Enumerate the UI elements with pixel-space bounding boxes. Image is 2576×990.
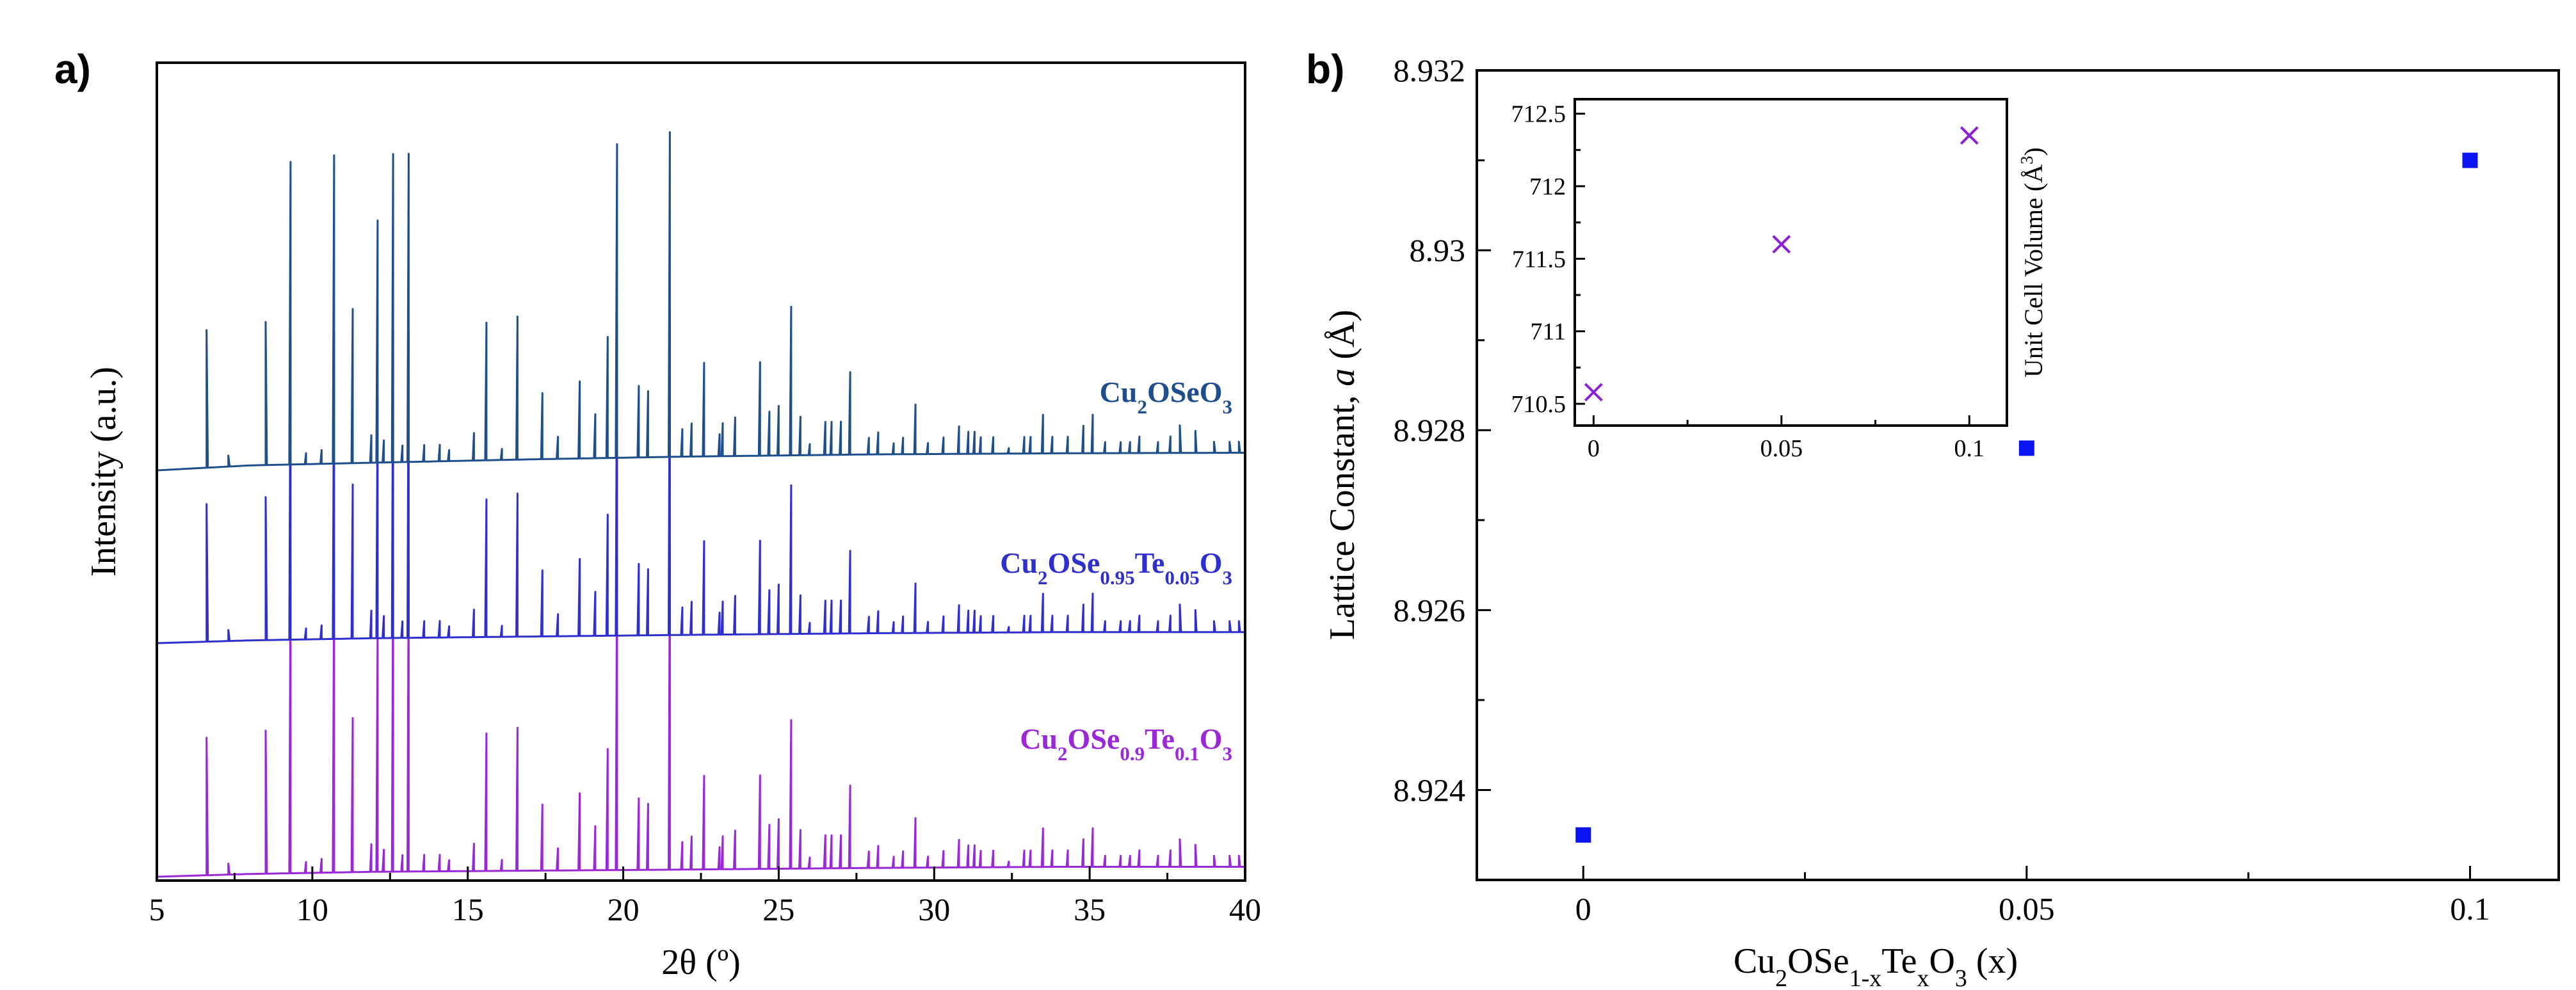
inset-frame bbox=[1574, 98, 2008, 427]
volume-point-stroke bbox=[1584, 383, 1603, 402]
panel-a-xrd: a) 5 10 15 20 25 30 35 40 Cu2OSeO3Cu2OSe0.95Te0… bbox=[54, 46, 1261, 982]
a-series-label: Cu2OSeO3 bbox=[1100, 376, 1232, 418]
inset-y-tick-label: 711 bbox=[1530, 319, 1566, 346]
inset-y-tick-label: 710.5 bbox=[1511, 391, 1566, 418]
text-part: 3 bbox=[2017, 156, 2036, 164]
a-x-tick-label: 20 bbox=[608, 891, 640, 927]
b-y-tick-label: 8.924 bbox=[1394, 772, 1466, 808]
text-part: 2 bbox=[1137, 395, 1147, 418]
inset-x-tick-label: 0 bbox=[1588, 435, 1600, 462]
text-part: OSeO bbox=[1147, 376, 1223, 408]
text-part: 3 bbox=[1223, 566, 1233, 589]
volume-point-stroke bbox=[1772, 235, 1791, 254]
text-part: 0.95 bbox=[1100, 566, 1134, 589]
a-x-tick-label: 40 bbox=[1229, 891, 1261, 927]
text-part: Cu bbox=[1734, 941, 1775, 981]
b-plot-frame bbox=[1476, 69, 2560, 881]
text-part: Cu bbox=[1000, 547, 1038, 579]
b-y-tick-label: 8.928 bbox=[1394, 412, 1466, 448]
text-part: Te bbox=[1135, 547, 1165, 579]
b-y-axis-title: Lattice Constant, a (Å) bbox=[1323, 310, 1362, 640]
xrd-trace-0 bbox=[157, 131, 1245, 472]
a-series-label: Cu2OSe0.95Te0.05O3 bbox=[1000, 547, 1232, 589]
panel-b-label: b) bbox=[1306, 46, 1344, 92]
text-part: Cu bbox=[1100, 376, 1138, 408]
text-part: a bbox=[1323, 369, 1362, 387]
a-x-axis: 5 10 15 20 25 30 35 40 bbox=[149, 866, 1261, 927]
a-x-tick-label: 30 bbox=[918, 891, 950, 927]
xrd-trace-1 bbox=[157, 309, 1245, 644]
text-part: x bbox=[1917, 965, 1929, 990]
text-part: 2 bbox=[1775, 965, 1787, 990]
text-part: 0.1 bbox=[1175, 742, 1200, 765]
a-x-tick-label: 5 bbox=[149, 891, 165, 927]
text-part: O bbox=[1929, 941, 1954, 981]
text-part: 2 bbox=[1038, 566, 1048, 589]
text-part: (Å) bbox=[1323, 310, 1362, 369]
text-part: O bbox=[1200, 547, 1223, 579]
a-x-axis-title: 2θ (º) bbox=[661, 943, 740, 982]
inset-y-tick-label: 712.5 bbox=[1511, 101, 1566, 128]
text-part: 3 bbox=[1223, 395, 1233, 418]
b-x-tick-label: 0.05 bbox=[1999, 891, 2055, 927]
b-axes: 0 0.05 0.1 8.924 8.926 8.928 8.93 8.932 bbox=[1394, 52, 2490, 927]
volume-point bbox=[1584, 383, 1603, 402]
a-series-label: Cu2OSe0.9Te0.1O3 bbox=[1020, 723, 1232, 765]
text-part: (x) bbox=[1967, 941, 2018, 981]
text-part: OSe bbox=[1048, 547, 1100, 579]
text-part: 3 bbox=[1955, 965, 1967, 990]
a-series-labels: Cu2OSeO3Cu2OSe0.95Te0.05O3Cu2OSe0.9Te0.1… bbox=[1000, 376, 1232, 765]
a-y-axis-title: Intensity (a.u.) bbox=[84, 367, 124, 577]
a-x-tick-label: 25 bbox=[762, 891, 794, 927]
text-part: 1-x bbox=[1849, 965, 1882, 990]
inset-axes: 0 0.05 0.1 710.5 711 711.5 712 712.5 bbox=[1511, 101, 1985, 462]
text-part: Te bbox=[1881, 941, 1917, 981]
inset-y-tick-label: 711.5 bbox=[1512, 246, 1566, 273]
text-part: Te bbox=[1145, 723, 1175, 755]
b-y-tick-label: 8.926 bbox=[1394, 592, 1466, 628]
a-x-tick-label: 15 bbox=[452, 891, 484, 927]
text-part: O bbox=[1200, 723, 1223, 755]
inset-y-tick-label: 712 bbox=[1529, 173, 1566, 200]
a-x-tick-label: 35 bbox=[1074, 891, 1106, 927]
inset-x-tick-label: 0.05 bbox=[1760, 435, 1803, 462]
volume-point bbox=[1960, 126, 1979, 145]
b-y-tick-label: 8.93 bbox=[1410, 232, 1466, 268]
text-part: Lattice Constant, bbox=[1323, 387, 1362, 641]
b-points bbox=[1575, 152, 2478, 843]
text-part: ) bbox=[2019, 147, 2048, 156]
a-x-tick-label: 10 bbox=[296, 891, 328, 927]
lattice-point bbox=[2018, 440, 2034, 456]
inset-x-tick-label: 0.1 bbox=[1954, 435, 1985, 462]
volume-point-stroke bbox=[1960, 126, 1979, 145]
text-part: Cu bbox=[1020, 723, 1058, 755]
inset-y-axis-title: Unit Cell Volume (Å3) bbox=[2017, 147, 2048, 378]
lattice-point bbox=[1575, 827, 1591, 843]
volume-point bbox=[1772, 235, 1791, 254]
b-x-tick-label: 0 bbox=[1575, 891, 1591, 927]
a-xrd-traces bbox=[157, 131, 1245, 878]
text-part: Unit Cell Volume (Å bbox=[2019, 164, 2048, 378]
b-y-tick-label: 8.932 bbox=[1394, 52, 1466, 88]
lattice-point bbox=[2462, 152, 2478, 168]
b-x-axis-title: Cu2OSe1-xTexO3 (x) bbox=[1734, 941, 2018, 990]
b-x-tick-label: 0.1 bbox=[2450, 891, 2490, 927]
panel-a-label: a) bbox=[54, 46, 91, 92]
text-part: OSe bbox=[1068, 723, 1120, 755]
text-part: OSe bbox=[1787, 941, 1849, 981]
text-part: 0.05 bbox=[1164, 566, 1199, 589]
text-part: 2 bbox=[1058, 742, 1068, 765]
inset-points bbox=[1584, 126, 1979, 402]
text-part: 0.9 bbox=[1120, 742, 1145, 765]
xrd-trace-2 bbox=[157, 544, 1245, 878]
text-part: 3 bbox=[1223, 742, 1233, 765]
